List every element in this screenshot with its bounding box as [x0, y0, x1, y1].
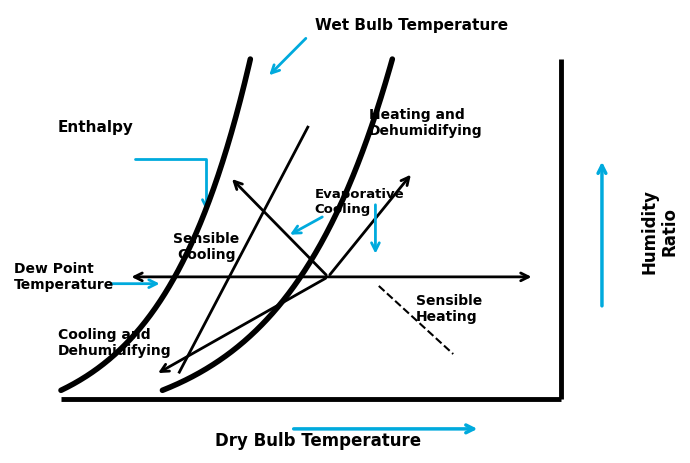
Text: Sensible
Heating: Sensible Heating [416, 294, 482, 324]
Text: Enthalpy: Enthalpy [58, 119, 133, 135]
Text: Heating and
Dehumidifying: Heating and Dehumidifying [368, 107, 482, 138]
Text: Dry Bulb Temperature: Dry Bulb Temperature [215, 432, 421, 450]
Text: Evaporative
Cooling: Evaporative Cooling [315, 188, 404, 216]
Text: Humidity
Ratio: Humidity Ratio [640, 189, 679, 274]
Text: Wet Bulb Temperature: Wet Bulb Temperature [315, 18, 508, 32]
Text: Dew Point
Temperature: Dew Point Temperature [14, 262, 114, 292]
Text: Cooling and
Dehumidifying: Cooling and Dehumidifying [58, 327, 171, 358]
Text: Sensible
Cooling: Sensible Cooling [173, 232, 239, 263]
